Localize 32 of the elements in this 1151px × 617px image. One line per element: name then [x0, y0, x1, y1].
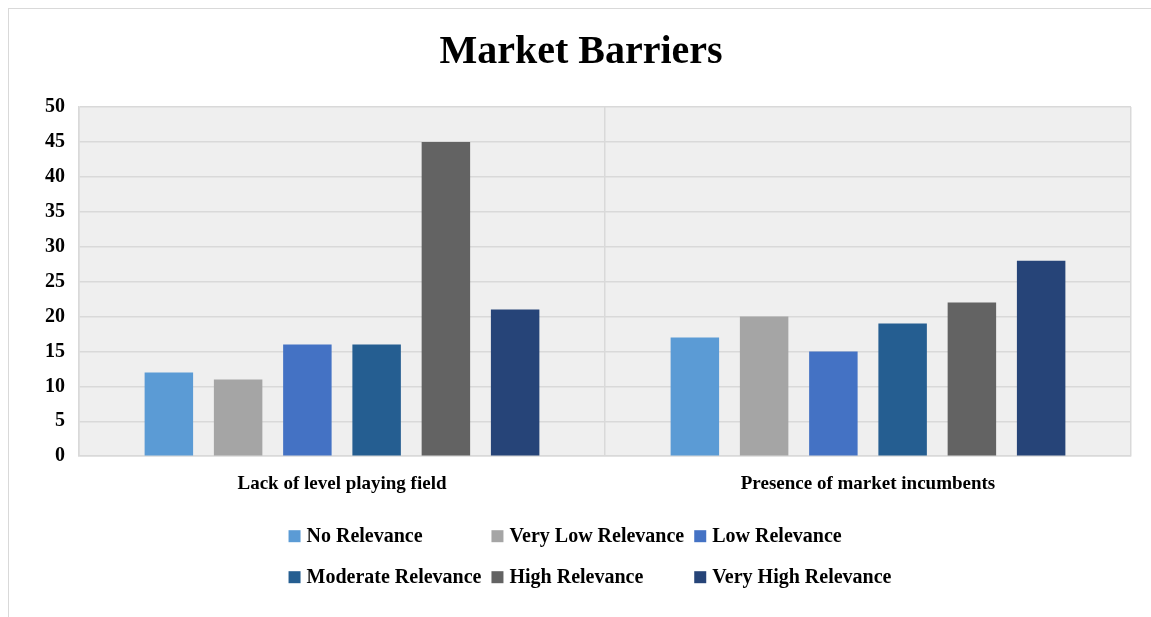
x-tick-label: Lack of level playing field [237, 471, 447, 493]
y-tick-label: 10 [45, 373, 65, 396]
y-tick-label: 50 [45, 94, 65, 117]
x-tick-label: Presence of market incumbents [740, 471, 996, 493]
y-tick-label: 45 [45, 129, 65, 152]
legend-label: High Relevance [509, 565, 644, 589]
y-tick-label: 30 [45, 233, 65, 256]
bar [352, 344, 401, 456]
bar [283, 344, 332, 456]
y-tick-label: 35 [45, 198, 65, 221]
y-tick-label: 15 [45, 338, 65, 361]
y-tick-label: 25 [45, 268, 65, 291]
bar [213, 379, 263, 456]
y-tick-label: 20 [45, 303, 65, 326]
chart-title: Market Barriers [439, 27, 723, 73]
y-tick-label: 40 [45, 164, 65, 187]
legend-label: Very Low Relevance [509, 524, 685, 548]
bar [490, 309, 540, 456]
y-tick-label: 5 [55, 408, 65, 431]
bar [670, 337, 720, 456]
bar [947, 302, 997, 456]
legend-label: Very High Relevance [712, 565, 892, 589]
bar [144, 372, 194, 456]
bar [809, 351, 858, 456]
legend-label: No Relevance [306, 524, 423, 547]
y-tick-label: 0 [55, 443, 65, 466]
bar [739, 316, 789, 456]
bar [421, 141, 471, 456]
bar [878, 323, 927, 456]
bar [1016, 260, 1066, 456]
legend-label: Low Relevance [712, 524, 842, 547]
legend-label: Moderate Relevance [306, 565, 482, 588]
